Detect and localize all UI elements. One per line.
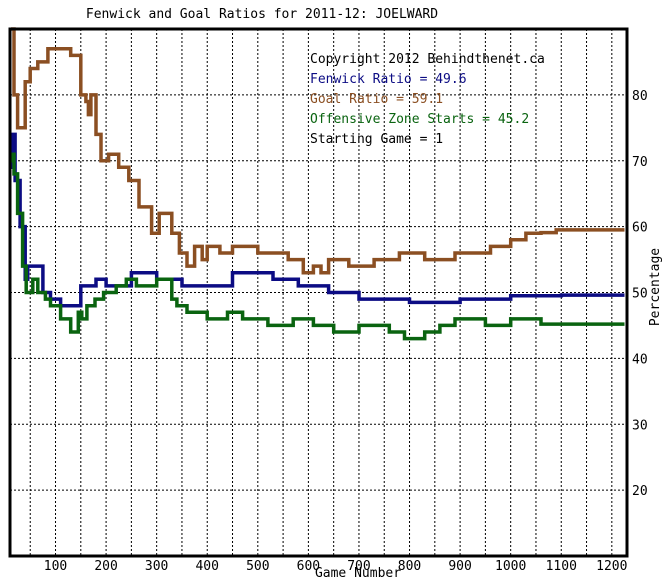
annotation-line-3: Offensive Zone Starts = 45.2 bbox=[310, 112, 529, 127]
x-tick-label-4: 500 bbox=[246, 559, 269, 574]
x-tick-label-11: 1200 bbox=[596, 559, 627, 574]
x-tick-labels: 100 200 300 400 500 600 700 800 900 1000 1100 1200 bbox=[44, 559, 628, 574]
x-tick-label-5: 600 bbox=[297, 559, 320, 574]
y-tick-label-0: 20 bbox=[632, 484, 648, 499]
y-tick-label-1: 30 bbox=[632, 418, 648, 433]
series-group bbox=[10, 27, 625, 341]
plot-frame bbox=[8, 27, 629, 558]
x-tick-label-0: 100 bbox=[44, 559, 67, 574]
y-tick-label-2: 40 bbox=[632, 352, 648, 367]
annotation-line-4: Starting Game = 1 bbox=[310, 132, 443, 147]
x-tick-label-3: 400 bbox=[195, 559, 218, 574]
y-tick-label-5: 70 bbox=[632, 155, 648, 170]
x-tick-label-2: 300 bbox=[145, 559, 168, 574]
annotation-line-1: Fenwick Ratio = 49.6 bbox=[310, 72, 467, 87]
x-tick-label-9: 1000 bbox=[495, 559, 526, 574]
annotation-line-2: Goal Ratio = 59.1 bbox=[310, 92, 443, 107]
x-tick-label-10: 1100 bbox=[546, 559, 577, 574]
x-tick-label-7: 800 bbox=[398, 559, 421, 574]
y-tick-label-3: 50 bbox=[632, 287, 648, 302]
y-tick-labels: 20 30 40 50 60 70 80 bbox=[632, 89, 648, 499]
series-line-2 bbox=[10, 152, 625, 341]
y-axis-label: Percentage bbox=[648, 248, 663, 326]
y-tick-label-4: 60 bbox=[632, 221, 648, 236]
annotation-line-0: Copyright 2012 Behindthenet.ca bbox=[310, 52, 545, 67]
grid bbox=[10, 29, 627, 556]
y-tick-label-6: 80 bbox=[632, 89, 648, 104]
series-line-0 bbox=[11, 27, 625, 275]
x-tick-label-1: 200 bbox=[94, 559, 117, 574]
chart-title: Fenwick and Goal Ratios for 2011-12: JOE… bbox=[86, 7, 438, 22]
x-axis-label: Game Number bbox=[315, 566, 401, 580]
x-tick-label-6: 700 bbox=[347, 559, 370, 574]
annotations: Copyright 2012 Behindthenet.ca Fenwick Ra… bbox=[310, 52, 545, 147]
x-tick-label-8: 900 bbox=[448, 559, 471, 574]
